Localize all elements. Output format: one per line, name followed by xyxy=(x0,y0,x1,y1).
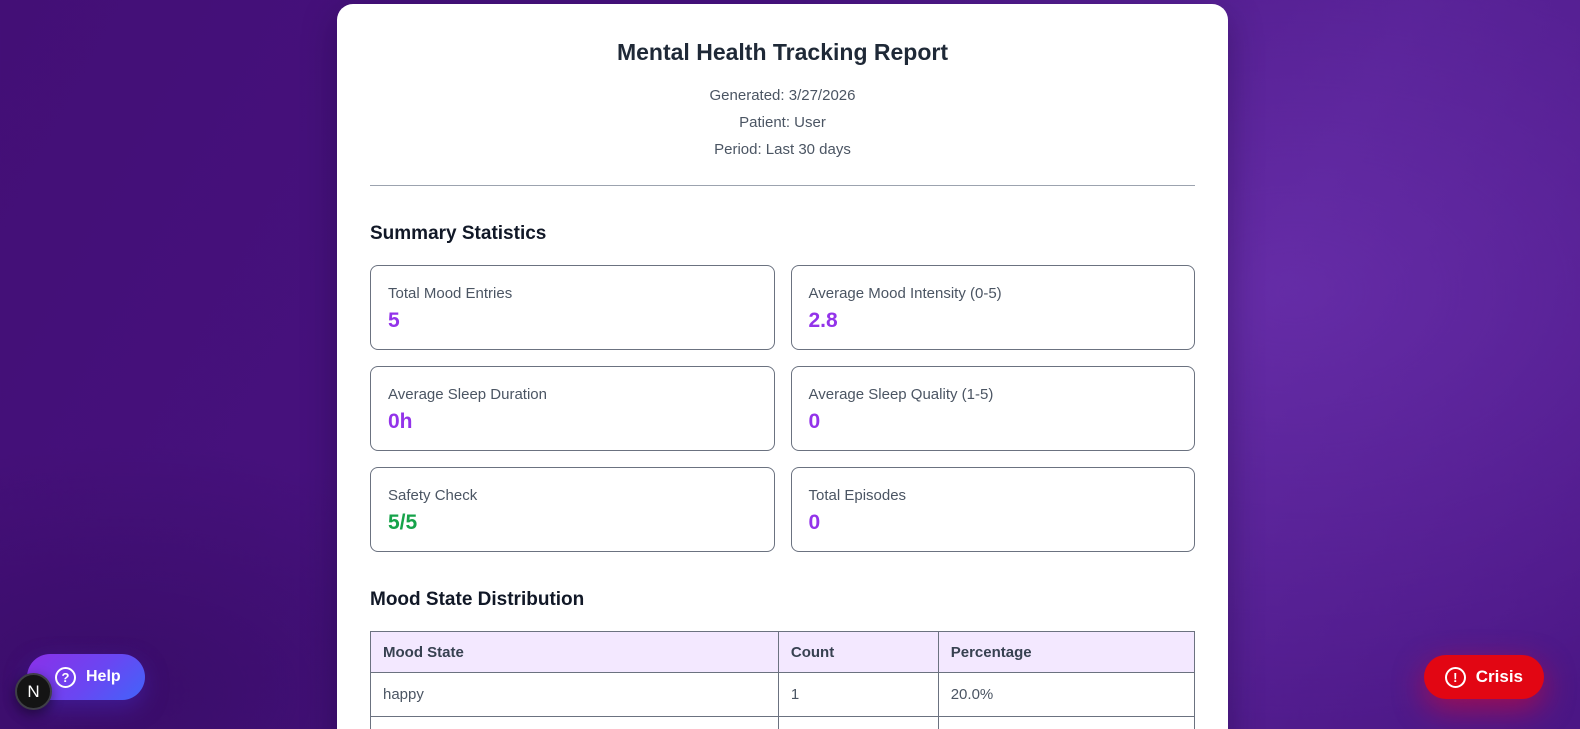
column-header-mood-state: Mood State xyxy=(370,631,779,673)
report-meta: Generated: 3/27/2026 Patient: User Perio… xyxy=(370,82,1195,163)
period-line: Period: Last 30 days xyxy=(714,141,851,158)
header-divider xyxy=(370,185,1195,186)
question-mark-icon: ? xyxy=(55,666,76,688)
table-row xyxy=(370,716,1196,729)
stat-value: 2.8 xyxy=(808,309,838,332)
stat-label: Average Mood Intensity (0-5) xyxy=(808,285,1002,302)
cell-count: 1 xyxy=(777,672,939,717)
mood-state-table: Mood State Count Percentage happy 1 20.0… xyxy=(370,631,1196,729)
stat-label: Average Sleep Duration xyxy=(388,386,547,403)
mood-state-distribution-heading: Mood State Distribution xyxy=(370,589,585,610)
stat-card-safety-check: Safety Check 5/5 xyxy=(370,467,775,552)
column-header-count: Count xyxy=(777,631,939,673)
cell-percentage xyxy=(937,716,1196,729)
column-header-percentage: Percentage xyxy=(937,631,1196,673)
stat-label: Total Mood Entries xyxy=(388,285,513,302)
generated-line: Generated: 3/27/2026 xyxy=(709,87,856,104)
nextjs-badge-icon[interactable]: N xyxy=(15,673,52,710)
stat-card-average-mood-intensity: Average Mood Intensity (0-5) 2.8 xyxy=(790,265,1195,350)
stats-grid: Total Mood Entries 5 Average Mood Intens… xyxy=(370,265,1195,552)
stat-card-average-sleep-duration: Average Sleep Duration 0h xyxy=(370,366,775,451)
nextjs-badge-letter: N xyxy=(27,681,40,701)
cell-mood-state xyxy=(370,716,779,729)
stat-label: Total Episodes xyxy=(808,487,907,504)
cell-count xyxy=(777,716,939,729)
stat-value: 0 xyxy=(808,410,821,433)
crisis-button[interactable]: ! Crisis xyxy=(1423,655,1544,699)
stat-value: 0 xyxy=(808,511,821,534)
stat-card-total-episodes: Total Episodes 0 xyxy=(790,467,1195,552)
stat-value: 0h xyxy=(388,410,413,433)
crisis-button-label: Crisis xyxy=(1475,667,1523,686)
table-header-row: Mood State Count Percentage xyxy=(370,631,1196,673)
cell-mood-state: happy xyxy=(370,672,779,717)
summary-statistics-heading: Summary Statistics xyxy=(370,223,547,244)
stat-value: 5/5 xyxy=(388,511,418,534)
report-card: Mental Health Tracking Report Generated:… xyxy=(337,4,1228,729)
stat-value: 5 xyxy=(388,309,400,332)
patient-line: Patient: User xyxy=(739,114,826,131)
page-title: Mental Health Tracking Report xyxy=(616,39,948,65)
table-row: happy 1 20.0% xyxy=(370,672,1196,717)
stat-card-average-sleep-quality: Average Sleep Quality (1-5) 0 xyxy=(790,366,1195,451)
stat-label: Average Sleep Quality (1-5) xyxy=(808,386,994,403)
cell-percentage: 20.0% xyxy=(937,672,1196,717)
stat-label: Safety Check xyxy=(388,487,478,504)
alert-exclamation-icon: ! xyxy=(1444,666,1466,688)
stat-card-total-mood-entries: Total Mood Entries 5 xyxy=(370,265,775,350)
help-button-label: Help xyxy=(86,668,121,685)
